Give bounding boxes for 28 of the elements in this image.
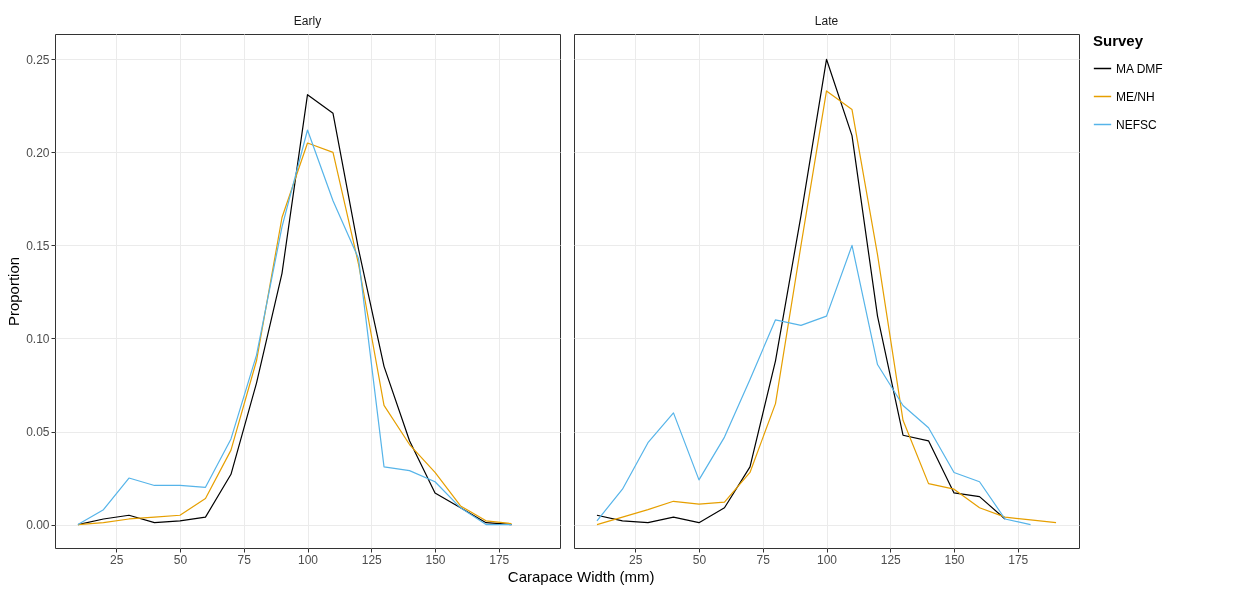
x-tick-label: 100	[297, 552, 319, 567]
chart-title: Late	[814, 14, 839, 28]
chart-title: Early	[293, 14, 322, 28]
x-tick-label: 50	[173, 552, 188, 567]
y-tick-label: 0.20	[26, 145, 50, 160]
x-axis-title: Carapace Width (mm)	[507, 567, 655, 585]
y-tick-label: 0.05	[26, 425, 50, 439]
legend-label: MA DMF	[1116, 61, 1163, 76]
y-tick-label: 0.25	[26, 52, 50, 67]
legend-title: Survey	[1093, 32, 1144, 49]
x-tick-label: 75	[756, 552, 771, 567]
x-tick-label: 125	[880, 552, 902, 567]
legend-label: NEFSC	[1116, 117, 1157, 132]
y-tick-label: 0.15	[26, 238, 50, 253]
x-tick-label: 125	[361, 552, 383, 567]
y-axis-title: Proportion	[5, 256, 23, 327]
x-tick-label: 150	[944, 552, 965, 567]
x-tick-label: 100	[816, 552, 838, 567]
legend-label: ME/NH	[1116, 89, 1155, 104]
x-tick-label: 25	[110, 552, 124, 567]
x-tick-label: 150	[425, 552, 446, 567]
x-tick-label: 75	[237, 552, 252, 567]
x-tick-label: 50	[692, 552, 707, 567]
y-tick-label: 0.10	[26, 331, 50, 346]
x-tick-label: 175	[489, 552, 510, 567]
y-tick-label: 0.00	[26, 518, 50, 533]
x-tick-label: 175	[1008, 552, 1029, 567]
x-tick-label: 25	[629, 552, 643, 567]
